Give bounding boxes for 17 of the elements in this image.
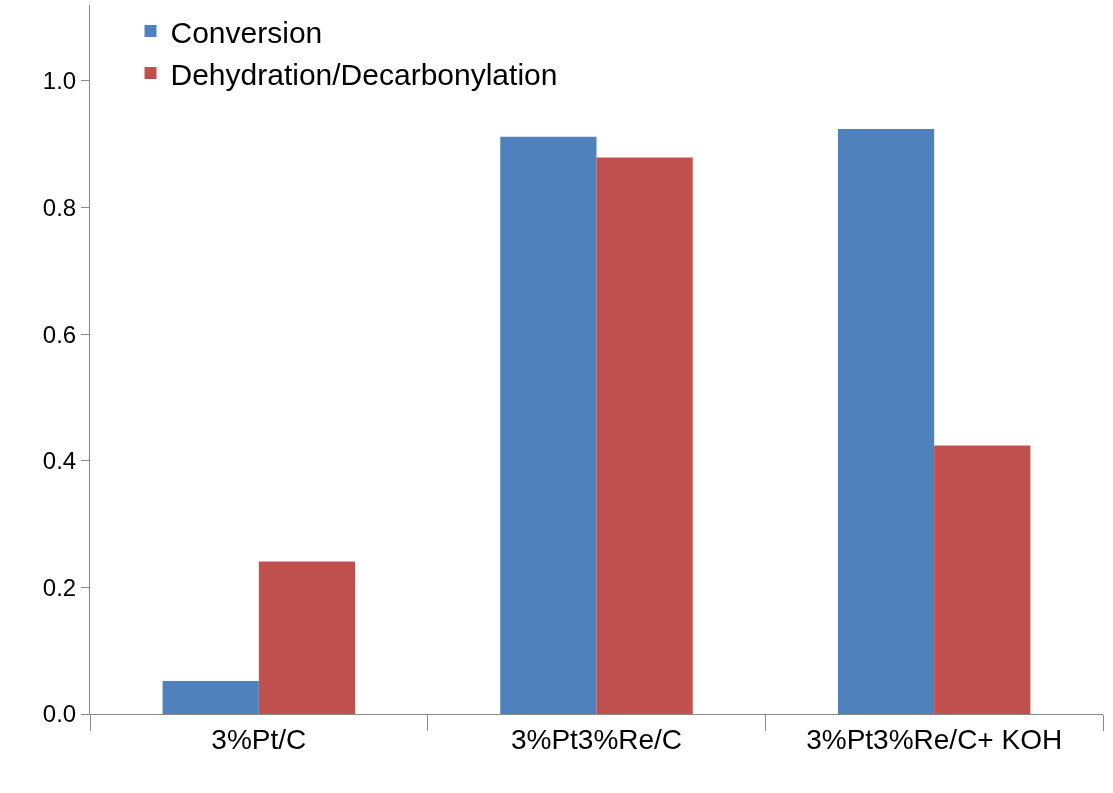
bar (162, 681, 259, 714)
bar (258, 561, 356, 714)
y-tick-label: 1.0 (42, 67, 77, 95)
bar (837, 129, 935, 714)
x-tick-label: 3%Pt/C (211, 723, 307, 755)
y-tick-label: 0.8 (42, 193, 77, 221)
y-tick-label: 0.0 (42, 700, 77, 728)
bar (596, 157, 693, 714)
x-tick-label: 3%Pt3%Re/C+ KOH (806, 723, 1063, 755)
bar (934, 445, 1031, 714)
y-tick-label: 0.2 (42, 573, 77, 601)
bar (500, 136, 597, 714)
y-tick-label: 0.6 (42, 320, 77, 348)
legend-label: Conversion (170, 15, 323, 49)
y-tick-label: 0.4 (42, 447, 77, 475)
legend-label: Dehydration/Decarbonylation (170, 57, 558, 91)
x-tick-label: 3%Pt3%Re/C (510, 723, 683, 755)
